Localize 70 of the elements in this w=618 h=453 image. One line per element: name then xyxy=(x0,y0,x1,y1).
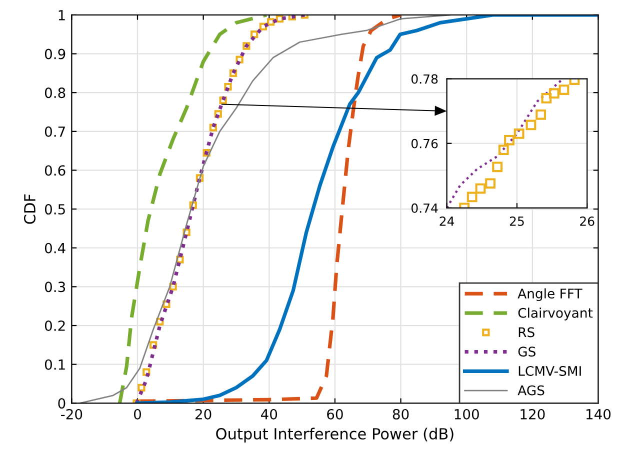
legend-label: AGS xyxy=(518,385,544,396)
x-tick-label: -20 xyxy=(61,408,82,420)
y-tick-label: 0.1 xyxy=(44,359,65,370)
x-tick-label: 40 xyxy=(260,408,278,420)
x-tick-label: 0 xyxy=(134,408,141,420)
x-tick-label: 80 xyxy=(392,408,409,420)
y-tick-label: 0.5 xyxy=(44,204,65,215)
point xyxy=(259,22,268,30)
point xyxy=(169,282,177,291)
point xyxy=(196,174,204,182)
point xyxy=(466,192,478,202)
point xyxy=(288,14,296,20)
y-tick-label: 0 xyxy=(58,398,66,409)
point xyxy=(475,183,486,194)
point xyxy=(514,128,524,139)
x-axis-title: Output Interference Power (dB) xyxy=(216,428,454,443)
y-tick-label: 0.8 xyxy=(44,88,66,98)
y-tick-label: 0.78 xyxy=(411,74,438,84)
point xyxy=(189,201,197,209)
point xyxy=(149,341,158,349)
point xyxy=(498,144,509,156)
legend-label: Angle FFT xyxy=(518,288,582,302)
y-tick-label: 0.9 xyxy=(44,48,66,60)
point xyxy=(242,42,250,50)
point xyxy=(209,124,218,132)
point xyxy=(182,228,190,236)
y-tick-label: 1 xyxy=(58,10,65,20)
point xyxy=(492,162,503,172)
y-tick-label: 0.7 xyxy=(44,126,65,137)
point xyxy=(138,384,146,392)
y-tick-label: 0.2 xyxy=(44,320,65,331)
point xyxy=(558,84,570,96)
y-tick-label: 0.76 xyxy=(411,138,438,148)
legend-label: LCMV-SMI xyxy=(518,366,581,376)
point xyxy=(219,96,227,104)
y-tick-label: 0.74 xyxy=(411,203,438,213)
point xyxy=(250,30,258,38)
y-axis-title: CDF xyxy=(24,194,36,224)
line-series xyxy=(118,14,268,404)
x-tick-label: 100 xyxy=(454,408,479,420)
point xyxy=(156,318,164,326)
point xyxy=(276,15,284,23)
point xyxy=(162,300,170,308)
y-tick-label: 0.3 xyxy=(44,282,66,292)
legend-label: RS xyxy=(518,327,534,338)
point xyxy=(266,18,275,26)
legend-label: GS xyxy=(518,346,536,357)
point xyxy=(536,109,546,120)
x-tick-label: 20 xyxy=(196,408,212,420)
point xyxy=(526,120,536,130)
point xyxy=(504,134,514,146)
x-tick-label: 140 xyxy=(586,408,611,420)
x-tick-label: 120 xyxy=(520,408,545,420)
x-tick-label: 26 xyxy=(580,216,594,226)
x-tick-label: 60 xyxy=(327,408,343,420)
point xyxy=(229,69,238,78)
point xyxy=(236,56,244,64)
point xyxy=(142,368,150,376)
x-tick-label: 24 xyxy=(440,216,454,226)
point xyxy=(485,178,496,189)
x-tick-label: 25 xyxy=(510,216,524,226)
point xyxy=(214,110,222,118)
legend-label: Clairvoyant xyxy=(518,308,593,320)
y-tick-label: 0.4 xyxy=(44,242,66,254)
point xyxy=(224,82,232,91)
point xyxy=(548,88,560,99)
y-tick-label: 0.6 xyxy=(44,165,66,176)
point xyxy=(202,148,210,157)
point xyxy=(541,92,552,104)
point xyxy=(176,256,184,264)
